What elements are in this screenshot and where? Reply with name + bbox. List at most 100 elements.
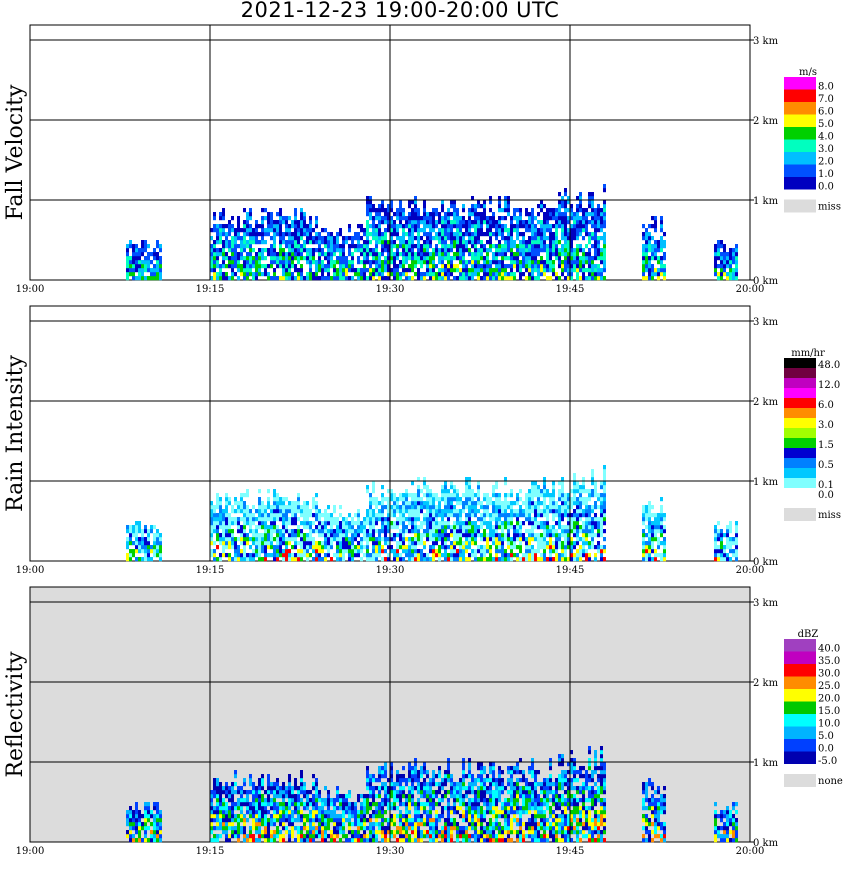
echo-cell	[282, 537, 285, 541]
echo-cell	[432, 521, 435, 525]
echo-cell	[216, 240, 219, 244]
echo-cell	[474, 220, 477, 224]
echo-cell	[327, 264, 330, 268]
echo-cell	[603, 260, 606, 264]
echo-cell	[225, 497, 228, 501]
echo-cell	[276, 549, 279, 553]
echo-cell	[255, 232, 258, 236]
echo-cell	[147, 252, 150, 256]
echo-cell	[366, 224, 369, 228]
echo-cell	[351, 256, 354, 260]
echo-cell	[231, 252, 234, 256]
echo-cell	[249, 790, 252, 794]
echo-cell	[138, 276, 141, 280]
echo-cell	[234, 830, 237, 834]
echo-cell	[288, 232, 291, 236]
echo-cell	[594, 268, 597, 272]
echo-cell	[468, 501, 471, 505]
echo-cell	[294, 216, 297, 220]
echo-cell	[417, 220, 420, 224]
echo-cell	[369, 260, 372, 264]
echo-cell	[408, 252, 411, 256]
echo-cell	[273, 509, 276, 513]
echo-cell	[381, 276, 384, 280]
echo-cell	[600, 485, 603, 489]
echo-cell	[333, 802, 336, 806]
echo-cell	[291, 224, 294, 228]
echo-cell	[261, 778, 264, 782]
echo-cell	[474, 240, 477, 244]
echo-cell	[441, 232, 444, 236]
echo-cell	[336, 553, 339, 557]
echo-cell	[714, 248, 717, 252]
echo-cell	[273, 220, 276, 224]
echo-cell	[126, 830, 129, 834]
echo-cell	[141, 822, 144, 826]
echo-cell	[399, 200, 402, 204]
echo-cell	[603, 208, 606, 212]
echo-cell	[135, 806, 138, 810]
echo-cell	[531, 533, 534, 537]
echo-cell	[399, 529, 402, 533]
echo-cell	[510, 224, 513, 228]
echo-cell	[525, 268, 528, 272]
echo-cell	[336, 236, 339, 240]
echo-cell	[405, 497, 408, 501]
echo-cell	[300, 256, 303, 260]
echo-cell	[423, 557, 426, 561]
echo-cell	[492, 256, 495, 260]
echo-cell	[306, 517, 309, 521]
echo-cell	[237, 268, 240, 272]
echo-cell	[312, 248, 315, 252]
echo-cell	[558, 192, 561, 196]
echo-cell	[729, 248, 732, 252]
echo-cell	[417, 557, 420, 561]
echo-cell	[645, 513, 648, 517]
echo-cell	[558, 481, 561, 485]
echo-cell	[531, 553, 534, 557]
echo-cell	[591, 200, 594, 204]
echo-cell	[213, 814, 216, 818]
echo-cell	[258, 826, 261, 830]
echo-cell	[495, 485, 498, 489]
echo-cell	[153, 806, 156, 810]
colorbar-missing-swatch	[784, 508, 816, 521]
echo-cell	[225, 264, 228, 268]
echo-cell	[552, 533, 555, 537]
echo-cell	[249, 208, 252, 212]
echo-cell	[291, 264, 294, 268]
echo-cell	[270, 505, 273, 509]
echo-cell	[513, 256, 516, 260]
echo-cell	[546, 224, 549, 228]
echo-cell	[522, 252, 525, 256]
echo-cell	[588, 248, 591, 252]
echo-cell	[429, 276, 432, 280]
chart-title: 2021-12-23 19:00-20:00 UTC	[0, 0, 800, 22]
echo-cell	[597, 212, 600, 216]
echo-cell	[447, 252, 450, 256]
echo-cell	[489, 537, 492, 541]
echo-cell	[264, 513, 267, 517]
echo-cell	[213, 521, 216, 525]
echo-cell	[660, 268, 663, 272]
echo-cell	[591, 541, 594, 545]
echo-cell	[357, 244, 360, 248]
echo-cell	[228, 537, 231, 541]
echo-cell	[213, 782, 216, 786]
echo-cell	[435, 236, 438, 240]
echo-cell	[453, 276, 456, 280]
echo-cell	[297, 834, 300, 838]
echo-cell	[714, 260, 717, 264]
echo-cell	[252, 806, 255, 810]
echo-cell	[531, 517, 534, 521]
echo-cell	[588, 505, 591, 509]
echo-cell	[234, 272, 237, 276]
echo-cell	[351, 545, 354, 549]
echo-cell	[642, 276, 645, 280]
echo-cell	[459, 236, 462, 240]
echo-cell	[153, 268, 156, 272]
echo-cell	[714, 525, 717, 529]
echo-cell	[489, 545, 492, 549]
colorbar-swatch	[784, 77, 816, 90]
echo-cell	[429, 256, 432, 260]
